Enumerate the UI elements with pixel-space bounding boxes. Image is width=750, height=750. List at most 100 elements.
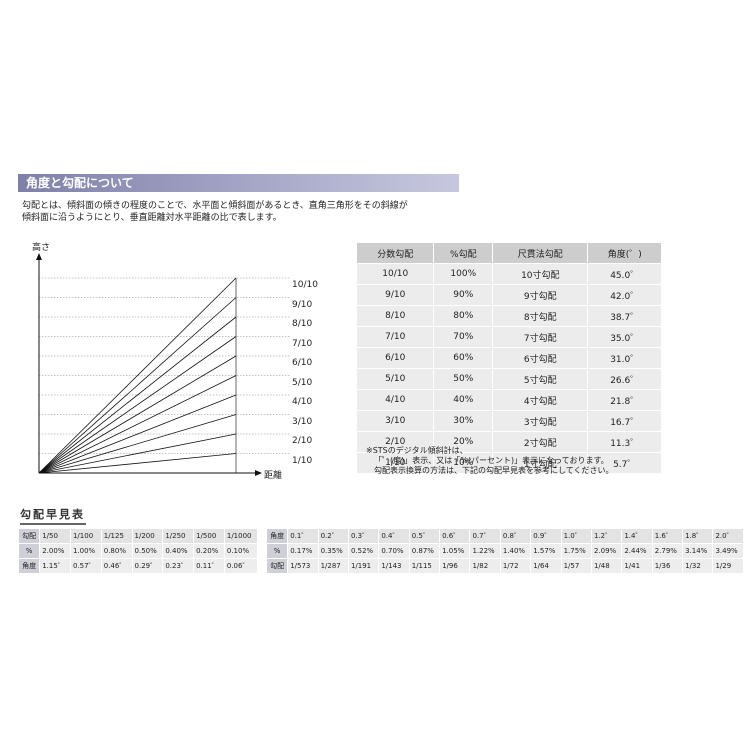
- table-cell: 4/10: [355, 389, 435, 411]
- col-header: 分数勾配: [355, 242, 435, 264]
- slope-conversion-table: 分数勾配 %勾配 尺貫法勾配 角度(゜) 10/10 100% 10寸勾配 45.0゜…: [355, 242, 662, 474]
- slope-diagram: 高さ 距離 1/10 2/10 3/10 4/10 5/10 6/10 7/10 8/10 9/…: [28, 240, 328, 485]
- table-cell: 0.35%: [317, 543, 349, 559]
- slope-line: [38, 453, 237, 474]
- table-cell: 0.46゜: [100, 558, 133, 574]
- table-row: 8/10 80% 8寸勾配 38.7゜: [355, 305, 662, 327]
- table-cell: 1/41: [621, 558, 653, 574]
- table-row: 角度 0.1゜ 0.2゜ 0.3゜ 0.4゜ 0.5゜ 0.6゜ 0.7゜ 0.8゜ 0.9゜ 1.…: [265, 528, 744, 544]
- y-axis-arrow-icon: [36, 253, 42, 260]
- slope-line: [38, 297, 237, 474]
- table-cell: 2.0゜: [712, 528, 744, 544]
- table-cell: 0.10%: [223, 543, 259, 559]
- table-cell: 1.15゜: [39, 558, 71, 574]
- col-header: 角度(゜): [587, 242, 662, 264]
- table-cell: 0.29゜: [131, 558, 164, 574]
- col-header: %勾配: [433, 242, 494, 264]
- table-cell: 0.2゜: [317, 528, 349, 544]
- ratio-label: 3/10: [292, 416, 313, 427]
- table-cell: 30%: [433, 410, 494, 432]
- table-cell: 60%: [433, 347, 494, 369]
- row-header: 勾配: [17, 528, 41, 544]
- notes: ※STSのデジタル傾斜計は、 「゜(度)」表示、又は「%(パーセント)」表示にな…: [366, 446, 614, 476]
- table-cell: 1/10: [355, 452, 435, 474]
- table-cell: 1/191: [347, 558, 380, 574]
- table-row: 勾配 1/50 1/100 1/125 1/200 1/250 1/500 1/1000: [17, 528, 259, 544]
- table-cell: 1/1000: [223, 528, 259, 544]
- slope-line: [38, 394, 237, 474]
- table-cell: 70%: [433, 326, 494, 348]
- table-cell: 1/115: [408, 558, 441, 574]
- table-cell: 5.7゜: [587, 452, 662, 474]
- table-cell: 0.70%: [378, 543, 410, 559]
- table-row: 9/10 90% 9寸勾配 42.0゜: [355, 284, 662, 306]
- ratio-label: 1/10: [292, 455, 313, 466]
- ratio-label: 6/10: [292, 358, 313, 368]
- ratio-label: 7/10: [292, 338, 313, 349]
- ratio-label: 2/10: [292, 436, 313, 446]
- slope-line: [38, 414, 237, 474]
- table-cell: 0.9゜: [530, 528, 562, 544]
- table-cell: 3/10: [355, 410, 435, 432]
- table-cell: 2.44%: [621, 543, 653, 559]
- table-cell: 1/29: [712, 558, 744, 574]
- intro-line: 勾配とは、傾斜面の傾きの程度のことで、水平面と傾斜面があるとき、直角三角形をその…: [22, 201, 408, 211]
- table-cell: 0.57゜: [69, 558, 102, 574]
- note-line: 「゜(度)」表示、又は「%(パーセント)」表示になっております。: [374, 456, 609, 465]
- table-cell: 0.52%: [347, 543, 380, 559]
- table-cell: 35.0゜: [587, 326, 662, 348]
- table-cell: 8/10: [355, 305, 435, 327]
- table-cell: 6寸勾配: [492, 347, 589, 369]
- table-cell: 21.8゜: [587, 389, 662, 411]
- table-cell: 0.80%: [100, 543, 133, 559]
- table-cell: 1/125: [100, 528, 133, 544]
- table-cell: 90%: [433, 284, 494, 306]
- table-cell: 100%: [433, 263, 494, 285]
- quick-table-title: 勾配早見表: [20, 506, 86, 525]
- table-cell: 1.2゜: [590, 528, 623, 544]
- slope-line: [38, 375, 237, 474]
- table-cell: 0.4゜: [378, 528, 410, 544]
- table-cell: 1寸勾配: [492, 452, 589, 474]
- row-header: 角度: [17, 558, 41, 574]
- table-cell: 1/96: [439, 558, 471, 574]
- table-cell: 26.6゜: [587, 368, 662, 390]
- note-line: 勾配表示換算の方法は、下記の勾配早見表を参考にしてください。: [374, 466, 614, 475]
- table-cell: 0.8゜: [499, 528, 532, 544]
- table-cell: 1.00%: [69, 543, 102, 559]
- table-cell: 1/72: [499, 558, 532, 574]
- table-cell: 20%: [433, 431, 494, 453]
- x-axis-arrow-icon: [255, 470, 262, 476]
- table-cell: 2.79%: [651, 543, 684, 559]
- slope-diagram-svg: [36, 253, 290, 476]
- table-cell: 0.11゜: [193, 558, 225, 574]
- table-cell: 6/10: [355, 347, 435, 369]
- table-cell: 0.17%: [287, 543, 319, 559]
- table-cell: 1/573: [287, 558, 319, 574]
- table-cell: 0.50%: [131, 543, 164, 559]
- table-cell: 1.40%: [499, 543, 532, 559]
- col-header: 尺貫法勾配: [492, 242, 589, 264]
- row-header: %: [17, 543, 41, 559]
- table-row: 4/10 40% 4寸勾配 21.8゜: [355, 389, 662, 411]
- table-cell: 0.7゜: [469, 528, 501, 544]
- table-cell: 31.0゜: [587, 347, 662, 369]
- table-cell: 38.7゜: [587, 305, 662, 327]
- table-cell: 1.8゜: [682, 528, 714, 544]
- table-cell: 2.00%: [39, 543, 71, 559]
- table-cell: 2寸勾配: [492, 431, 589, 453]
- table-cell: 45.0゜: [587, 263, 662, 285]
- table-cell: 5/10: [355, 368, 435, 390]
- intro-line: 傾斜面に沿うようにとり、垂直距離対水平距離の比で表します。: [22, 213, 282, 223]
- table-row: 7/10 70% 7寸勾配 35.0゜: [355, 326, 662, 348]
- table-cell: 0.06゜: [223, 558, 259, 574]
- ratio-label: 10/10: [292, 280, 318, 290]
- slope-line: [38, 316, 237, 474]
- row-header: 角度: [265, 528, 289, 544]
- x-axis-label: 距離: [264, 471, 283, 481]
- y-axis-label: 高さ: [32, 243, 51, 253]
- table-cell: 5寸勾配: [492, 368, 589, 390]
- table-cell: 1/500: [193, 528, 225, 544]
- ratio-label: 5/10: [292, 377, 313, 388]
- table-cell: 3寸勾配: [492, 410, 589, 432]
